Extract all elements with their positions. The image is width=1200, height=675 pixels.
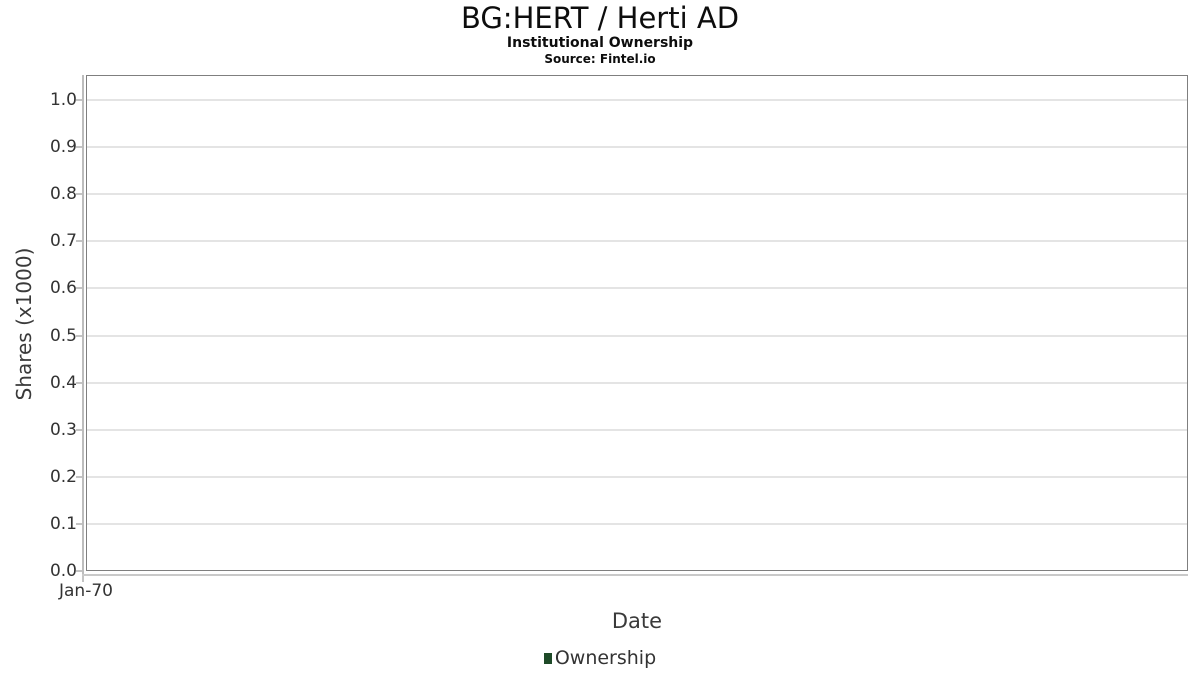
legend-marker-icon xyxy=(543,652,552,664)
chart-subtitle: Institutional Ownership xyxy=(506,35,694,51)
y-tick-label: 0.9 xyxy=(49,137,77,158)
gridline xyxy=(87,522,1187,525)
gridline xyxy=(87,146,1187,149)
x-tick-label: Jan-70 xyxy=(59,581,113,601)
y-tick-label: 0.1 xyxy=(49,513,77,534)
y-tick-label: 0.8 xyxy=(49,184,77,205)
y-tick-label: 0.2 xyxy=(49,466,77,487)
gridline xyxy=(87,240,1187,243)
gridline xyxy=(87,381,1187,384)
y-axis-title: Shares (x1000) xyxy=(12,247,36,401)
y-tick-label: 0.0 xyxy=(49,561,77,581)
legend-label: Ownership xyxy=(554,647,657,669)
gridline xyxy=(87,193,1187,196)
x-axis-line xyxy=(82,574,1188,576)
chart-source: Source: Fintel.io xyxy=(544,52,656,66)
gridline xyxy=(87,334,1187,337)
chart-title: BG:HERT / Herti AD xyxy=(460,1,740,35)
y-axis-line xyxy=(82,75,84,576)
x-axis-title: Date xyxy=(611,609,663,633)
y-tick-label: 1.0 xyxy=(49,90,77,110)
legend-item-ownership: Ownership xyxy=(543,645,657,671)
gridline xyxy=(87,428,1187,431)
gridline xyxy=(87,475,1187,478)
gridline xyxy=(87,287,1187,290)
plot-area xyxy=(86,75,1188,571)
gridline xyxy=(87,99,1187,101)
legend: Ownership xyxy=(0,645,1200,671)
x-tick-mark xyxy=(82,576,84,582)
